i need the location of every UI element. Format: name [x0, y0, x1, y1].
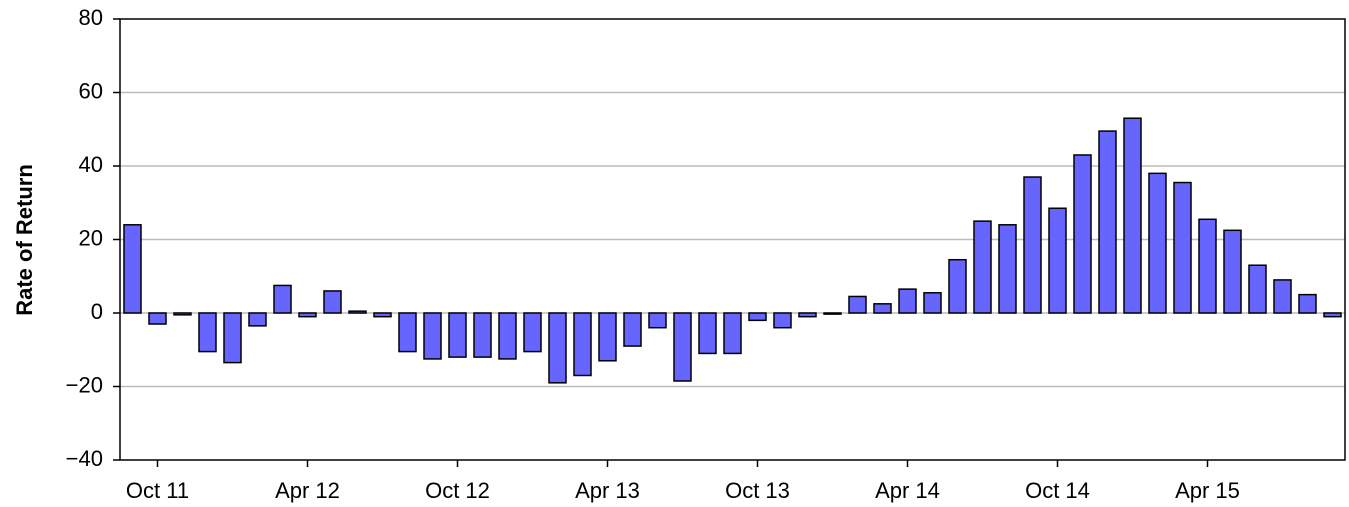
- y-tick-label: 40: [79, 152, 103, 177]
- bar: [423, 312, 442, 360]
- bar: [573, 312, 592, 377]
- bar: [398, 312, 417, 353]
- bar: [973, 220, 992, 314]
- bar: [1248, 264, 1267, 314]
- bar: [698, 312, 717, 355]
- bar: [923, 292, 942, 314]
- bar: [1223, 229, 1242, 314]
- y-tick-label: −40: [66, 446, 103, 471]
- bar: [1323, 312, 1342, 318]
- bar: [548, 312, 567, 384]
- bar: [1123, 117, 1142, 314]
- bar: [248, 312, 267, 327]
- y-tick-label: 20: [79, 225, 103, 250]
- bar: [273, 284, 292, 314]
- bar: [673, 312, 692, 382]
- bar: [323, 290, 342, 314]
- bar: [873, 303, 892, 314]
- bar: [748, 312, 767, 322]
- x-tick-label: Apr 15: [1175, 478, 1240, 503]
- bar: [1023, 176, 1042, 314]
- x-tick-label: Oct 13: [725, 478, 790, 503]
- bar: [773, 312, 792, 329]
- bar: [448, 312, 467, 358]
- bar: [723, 312, 742, 355]
- bar: [1198, 218, 1217, 314]
- x-tick-label: Apr 12: [275, 478, 340, 503]
- bar: [1173, 181, 1192, 314]
- bar: [298, 312, 317, 318]
- bar: [348, 310, 367, 314]
- bar: [173, 312, 192, 316]
- bar: [148, 312, 167, 325]
- y-axis-label: Rate of Return: [12, 164, 37, 316]
- y-tick-label: 60: [79, 78, 103, 103]
- bar: [1298, 293, 1317, 314]
- bar: [123, 224, 142, 314]
- bar: [623, 312, 642, 347]
- bar: [498, 312, 517, 360]
- x-tick-label: Oct 11: [126, 478, 189, 503]
- bar: [998, 224, 1017, 314]
- bar: [373, 312, 392, 318]
- x-tick-label: Apr 13: [575, 478, 640, 503]
- bar: [1048, 207, 1067, 314]
- bar: [848, 295, 867, 314]
- bar: [1098, 130, 1117, 314]
- bar: [223, 312, 242, 364]
- bar: [598, 312, 617, 362]
- bar: [948, 258, 967, 314]
- bar: [798, 312, 817, 318]
- x-tick-label: Apr 14: [875, 478, 940, 503]
- bar: [648, 312, 667, 329]
- y-tick-label: 0: [91, 299, 103, 324]
- plot-frame: [119, 18, 1346, 461]
- bar: [898, 288, 917, 314]
- x-tick-label: Oct 14: [1025, 478, 1090, 503]
- y-tick-label: −20: [66, 372, 103, 397]
- bar: [1148, 172, 1167, 314]
- bar: [1073, 154, 1092, 314]
- bar: [198, 312, 217, 353]
- bar: [1273, 279, 1292, 314]
- bar: [523, 312, 542, 353]
- bar: [823, 312, 842, 315]
- x-tick-label: Oct 12: [425, 478, 490, 503]
- y-tick-label: 80: [79, 5, 103, 30]
- bar: [473, 312, 492, 358]
